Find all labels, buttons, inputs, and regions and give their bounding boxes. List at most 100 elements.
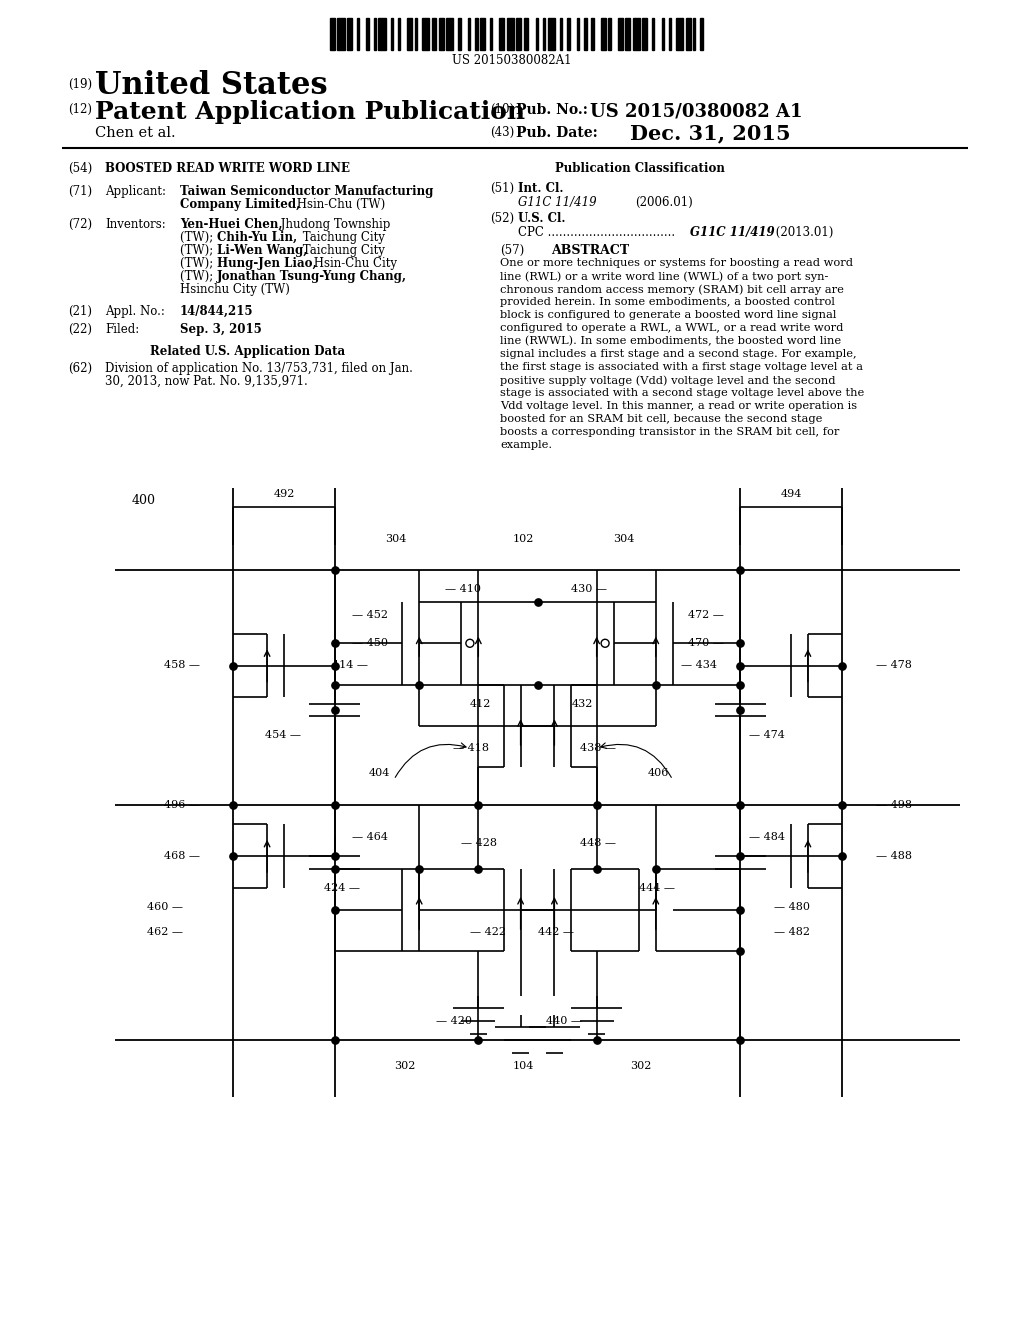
Text: 302: 302 <box>394 1060 415 1071</box>
Text: (22): (22) <box>68 323 92 337</box>
Bar <box>439 18 443 50</box>
Text: (57): (57) <box>500 244 524 257</box>
Text: (21): (21) <box>68 305 92 318</box>
Bar <box>608 18 610 50</box>
Text: Division of application No. 13/753,731, filed on Jan.: Division of application No. 13/753,731, … <box>105 362 413 375</box>
Text: Hsinchu City (TW): Hsinchu City (TW) <box>180 282 290 296</box>
Text: positive supply voltage (Vdd) voltage level and the second: positive supply voltage (Vdd) voltage le… <box>500 375 836 385</box>
Bar <box>633 18 640 50</box>
Text: ABSTRACT: ABSTRACT <box>551 244 629 257</box>
Text: Hung-Jen Liao,: Hung-Jen Liao, <box>217 257 316 271</box>
Bar <box>408 18 413 50</box>
Bar <box>523 18 528 50</box>
Text: Publication Classification: Publication Classification <box>555 162 725 176</box>
Text: — 498: — 498 <box>876 800 911 810</box>
Bar <box>500 18 504 50</box>
Bar <box>489 18 493 50</box>
Text: (51): (51) <box>490 182 514 195</box>
Bar <box>347 18 352 50</box>
Text: (10): (10) <box>490 103 514 116</box>
Text: 460 —: 460 — <box>146 902 182 912</box>
FancyArrowPatch shape <box>395 743 466 777</box>
Bar <box>367 18 369 50</box>
Text: 414 —: 414 — <box>333 660 369 671</box>
Bar <box>379 18 386 50</box>
Text: 496 —: 496 — <box>164 800 200 810</box>
Text: Vdd voltage level. In this manner, a read or write operation is: Vdd voltage level. In this manner, a rea… <box>500 401 857 411</box>
Text: — 480: — 480 <box>774 902 810 912</box>
Bar <box>584 18 587 50</box>
Text: chronous random access memory (SRAM) bit cell array are: chronous random access memory (SRAM) bit… <box>500 284 844 294</box>
Bar <box>601 18 606 50</box>
Text: Pub. No.:: Pub. No.: <box>516 103 588 117</box>
Bar <box>516 18 521 50</box>
Text: block is configured to generate a boosted word line signal: block is configured to generate a booste… <box>500 310 837 319</box>
Bar <box>390 18 393 50</box>
Text: — 410: — 410 <box>444 585 480 594</box>
Text: 432: 432 <box>571 698 593 709</box>
Text: 454 —: 454 — <box>265 730 301 741</box>
Text: — 428: — 428 <box>462 838 498 849</box>
Text: 448 —: 448 — <box>580 838 615 849</box>
Text: Dec. 31, 2015: Dec. 31, 2015 <box>630 123 791 143</box>
Bar <box>592 18 594 50</box>
Text: G11C 11/419: G11C 11/419 <box>518 195 597 209</box>
Text: 104: 104 <box>512 1060 534 1071</box>
Text: 430 —: 430 — <box>571 585 607 594</box>
Bar <box>507 18 514 50</box>
Text: — 478: — 478 <box>876 660 911 671</box>
Bar <box>374 18 376 50</box>
Text: 406: 406 <box>647 768 669 779</box>
Bar <box>652 18 654 50</box>
Text: boosted for an SRAM bit cell, because the second stage: boosted for an SRAM bit cell, because th… <box>500 414 822 424</box>
Text: United States: United States <box>95 70 328 102</box>
Text: Li-Wen Wang,: Li-Wen Wang, <box>217 244 307 257</box>
Text: — 422: — 422 <box>470 927 506 937</box>
Text: — 484: — 484 <box>749 832 784 842</box>
Text: CPC ..................................: CPC .................................. <box>518 226 675 239</box>
Text: — 420: — 420 <box>436 1016 472 1026</box>
Bar <box>700 18 702 50</box>
Bar <box>459 18 461 50</box>
Text: (43): (43) <box>490 125 514 139</box>
Text: line (RWWL). In some embodiments, the boosted word line: line (RWWL). In some embodiments, the bo… <box>500 337 841 346</box>
Text: 412: 412 <box>470 698 492 709</box>
Text: 14/844,215: 14/844,215 <box>180 305 254 318</box>
Text: G11C 11/419: G11C 11/419 <box>690 226 774 239</box>
Text: Taichung City: Taichung City <box>299 244 385 257</box>
Bar <box>432 18 436 50</box>
FancyArrowPatch shape <box>600 743 672 777</box>
Bar <box>686 18 690 50</box>
Text: Taiwan Semiconductor Manufacturing: Taiwan Semiconductor Manufacturing <box>180 185 433 198</box>
Bar <box>669 18 672 50</box>
Text: Hsin-Chu (TW): Hsin-Chu (TW) <box>293 198 385 211</box>
Text: 30, 2013, now Pat. No. 9,135,971.: 30, 2013, now Pat. No. 9,135,971. <box>105 375 308 388</box>
Text: 440 —: 440 — <box>546 1016 582 1026</box>
Text: — 464: — 464 <box>351 832 388 842</box>
Bar <box>560 18 562 50</box>
Text: (TW);: (TW); <box>180 271 217 282</box>
Text: Applicant:: Applicant: <box>105 185 166 198</box>
Text: configured to operate a RWL, a WWL, or a read write word: configured to operate a RWL, a WWL, or a… <box>500 323 844 333</box>
Text: Int. Cl.: Int. Cl. <box>518 182 563 195</box>
Text: Patent Application Publication: Patent Application Publication <box>95 100 525 124</box>
Text: (19): (19) <box>68 78 92 91</box>
Text: Hsin-Chu City: Hsin-Chu City <box>310 257 397 271</box>
Text: Yen-Huei Chen,: Yen-Huei Chen, <box>180 218 283 231</box>
Text: 470 —: 470 — <box>687 639 723 648</box>
Text: Inventors:: Inventors: <box>105 218 166 231</box>
Text: 304: 304 <box>385 533 407 544</box>
Text: 494: 494 <box>780 488 802 499</box>
Text: 472 —: 472 — <box>687 610 723 619</box>
Bar <box>415 18 417 50</box>
Text: 438 —: 438 — <box>580 743 615 752</box>
Text: — 452: — 452 <box>351 610 388 619</box>
Text: US 20150380082A1: US 20150380082A1 <box>453 54 571 67</box>
Bar <box>356 18 359 50</box>
Text: — 488: — 488 <box>876 851 911 861</box>
Bar <box>480 18 485 50</box>
Text: 304: 304 <box>613 533 635 544</box>
Text: Sep. 3, 2015: Sep. 3, 2015 <box>180 323 262 337</box>
Bar <box>548 18 555 50</box>
Text: (TW);: (TW); <box>180 257 217 271</box>
